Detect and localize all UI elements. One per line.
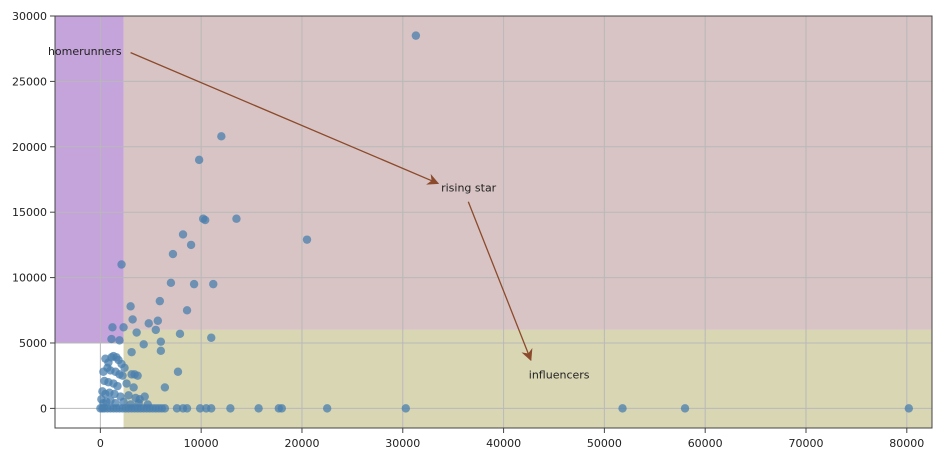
x-tick-label: 50000: [587, 437, 622, 449]
x-tick-label: 40000: [486, 437, 521, 449]
data-point: [113, 381, 122, 391]
data-point: [172, 404, 182, 413]
data-point: [139, 340, 148, 349]
data-point: [99, 367, 108, 376]
data-point: [144, 319, 153, 328]
y-axis-ticks: 0 5000 10000 15000 20000 25000 30000: [12, 10, 55, 415]
region-influencers: [123, 329, 933, 428]
data-point: [120, 363, 129, 373]
data-point: [401, 404, 410, 413]
scatter-points: [96, 31, 914, 413]
data-point: [117, 260, 126, 269]
data-point: [209, 279, 218, 289]
data-point: [132, 328, 141, 337]
data-point: [124, 391, 133, 400]
data-point: [182, 306, 192, 315]
data-point: [680, 404, 690, 413]
data-point: [107, 334, 116, 344]
region-homerunners: [55, 16, 124, 343]
data-point: [166, 278, 176, 288]
data-point: [217, 132, 226, 141]
data-point: [232, 214, 241, 223]
x-tick-label: 70000: [788, 437, 823, 449]
data-point: [118, 371, 127, 380]
data-point: [156, 346, 166, 356]
y-tick-label: 25000: [12, 75, 47, 88]
y-tick-label: 5000: [19, 337, 47, 350]
annotation-label-homerunners: homerunners: [48, 45, 122, 58]
data-point: [155, 296, 165, 306]
x-tick-label: 10000: [184, 437, 219, 449]
data-point: [122, 379, 131, 388]
data-point: [119, 397, 128, 407]
data-point: [411, 31, 421, 40]
annotation-label-rising-star: rising star: [441, 181, 497, 194]
axes-frame: [54, 15, 933, 429]
data-point: [207, 404, 216, 413]
data-point: [175, 329, 185, 339]
quadrant-regions: [55, 16, 933, 428]
data-point: [186, 240, 196, 250]
data-point: [168, 249, 178, 259]
data-point: [277, 404, 287, 413]
data-point: [151, 325, 161, 335]
data-point: [195, 404, 205, 413]
x-tick-label: 0: [97, 437, 104, 449]
data-point: [322, 404, 332, 413]
data-point: [115, 336, 124, 345]
data-point: [226, 404, 235, 413]
data-point: [119, 323, 128, 332]
x-tick-label: 30000: [385, 437, 420, 449]
y-tick-label: 15000: [12, 206, 47, 219]
y-tick-label: 10000: [12, 272, 47, 285]
data-point: [173, 367, 183, 376]
data-point: [182, 404, 192, 413]
data-point: [126, 302, 135, 311]
annotation-arrow: [467, 201, 533, 362]
data-point: [200, 215, 210, 225]
data-point: [108, 323, 117, 332]
data-point: [153, 316, 163, 325]
data-point: [127, 347, 136, 357]
y-tick-label: 20000: [12, 141, 47, 154]
x-tick-label: 20000: [284, 437, 319, 449]
grid-lines: [55, 15, 932, 428]
data-point: [189, 279, 199, 289]
y-tick-label: 30000: [12, 10, 47, 23]
data-point: [618, 404, 627, 413]
annotation-arrow: [130, 52, 440, 185]
data-point: [128, 315, 137, 324]
data-point: [156, 337, 166, 346]
data-point: [178, 230, 188, 239]
data-point: [129, 383, 138, 392]
x-tick-label: 60000: [688, 437, 723, 449]
data-point: [254, 404, 263, 413]
y-tick-label: 0: [40, 402, 47, 415]
data-point: [904, 404, 914, 413]
data-point: [140, 392, 149, 401]
region-rising-star: [123, 16, 933, 330]
plot-frame: [54, 15, 933, 429]
x-tick-label: 80000: [889, 437, 924, 449]
x-axis-ticks: 0 10000 20000 30000 40000 50000 60000 70000 8000…: [97, 428, 924, 450]
annotations: homerunners rising star influencers: [48, 45, 590, 381]
data-point: [160, 383, 170, 392]
data-point: [207, 333, 216, 342]
data-point: [133, 371, 142, 380]
annotation-label-influencers: influencers: [529, 368, 590, 381]
data-point: [302, 235, 312, 244]
data-point: [160, 404, 170, 413]
data-point: [194, 155, 204, 165]
